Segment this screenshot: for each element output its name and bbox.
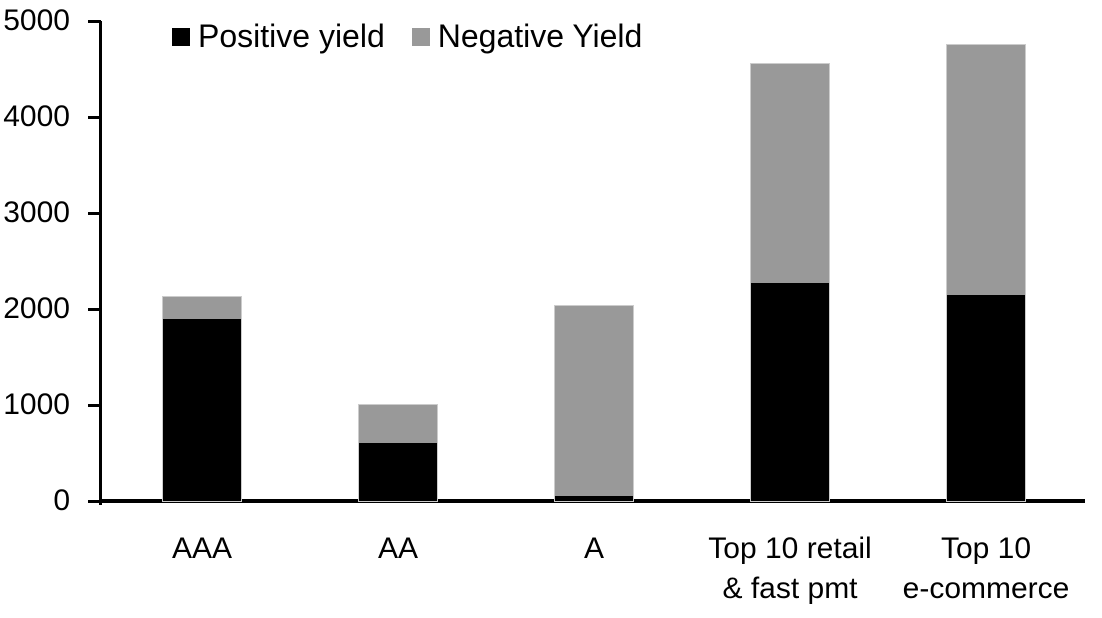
y-tick-label-2000: 2000 <box>3 292 70 325</box>
bar-top-10-e-commerce-positive-yield-segment <box>947 294 1025 501</box>
legend-item-positive-yield: Positive yield <box>172 18 385 54</box>
x-axis-label-a: A <box>583 532 604 565</box>
chart-legend: Positive yield Negative Yield <box>172 18 643 54</box>
y-axis-tick-4000 <box>88 115 101 119</box>
y-tick-label-0: 0 <box>53 484 70 517</box>
y-axis-tick-0 <box>88 499 101 503</box>
y-tick-label-3000: 3000 <box>3 196 70 229</box>
bar-top-10-retail-fast-pmt <box>750 63 830 502</box>
legend-swatch-negative-yield <box>411 27 430 46</box>
legend-label-negative-yield: Negative Yield <box>437 18 643 54</box>
y-axis-tick-3000 <box>88 211 101 215</box>
x-axis-label-top-10-e-commerce: Top 10 e-commerce <box>902 532 1070 605</box>
legend-swatch-positive-yield <box>172 27 190 46</box>
bar-a-negative-yield-segment <box>555 306 633 497</box>
bar-top-10-e-commerce-negative-yield-segment <box>947 45 1025 295</box>
bar-aa <box>358 404 438 502</box>
y-axis-tick-5000 <box>88 19 101 23</box>
bar-top-10-retail-fast-pmt-positive-yield-segment <box>751 283 829 501</box>
bar-aaa-negative-yield-segment <box>163 297 241 319</box>
bar-top-10-e-commerce <box>946 44 1026 502</box>
y-tick-label-4000: 4000 <box>3 100 70 133</box>
y-tick-label-1000: 1000 <box>3 388 70 421</box>
y-axis-tick-1000 <box>88 403 101 407</box>
y-tick-label-5000: 5000 <box>3 4 70 37</box>
bar-top-10-retail-fast-pmt-negative-yield-segment <box>751 64 829 284</box>
y-axis-tick-2000 <box>88 307 101 311</box>
legend-item-negative-yield: Negative Yield <box>411 18 643 54</box>
legend-label-positive-yield: Positive yield <box>198 18 385 54</box>
bar-aa-negative-yield-segment <box>359 405 437 444</box>
bar-aaa-positive-yield-segment <box>163 318 241 501</box>
y-axis-line <box>99 21 102 505</box>
bar-aa-positive-yield-segment <box>359 443 437 501</box>
bar-a <box>554 305 634 502</box>
x-axis-label-aa: AA <box>377 532 419 565</box>
x-axis-label-aaa: AAA <box>171 532 233 565</box>
x-axis-line <box>99 499 1085 503</box>
x-axis-label-top-10-retail-fast-pmt: Top 10 retail & fast pmt <box>708 532 872 605</box>
bar-a-positive-yield-segment <box>555 496 633 501</box>
bar-aaa <box>162 296 242 502</box>
